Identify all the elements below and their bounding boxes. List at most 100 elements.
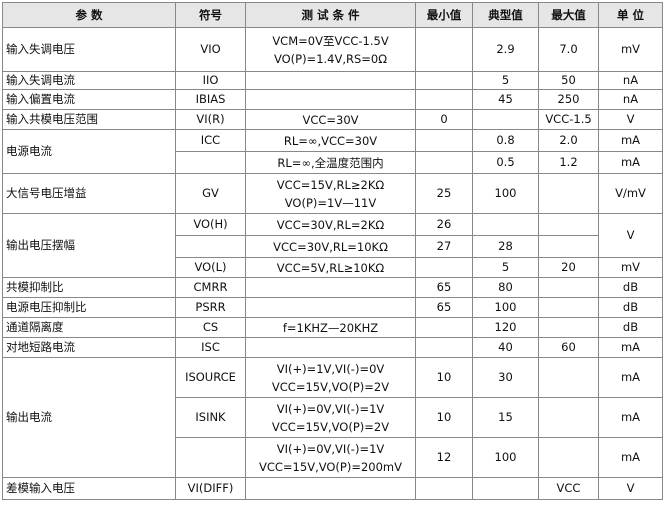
typ-cell — [472, 213, 539, 236]
max-cell — [538, 357, 599, 398]
symbol-cell: ICC — [175, 129, 246, 152]
min-cell — [415, 257, 473, 278]
symbol-cell: ISC — [175, 337, 246, 358]
symbol-cell: VI(DIFF) — [175, 477, 246, 500]
min-cell: 0 — [415, 109, 473, 130]
header-cell: 符号 — [175, 2, 246, 28]
max-cell: 250 — [538, 89, 599, 110]
condition-line: VCC=15V,RL≥2KΩ — [276, 177, 385, 192]
table-row: 输入失调电压 VIO VCM=0V至VCC-1.5V VO(P)=1.4V,RS=0Ω… — [2, 27, 663, 72]
param-cell: 电源电流 — [2, 129, 176, 174]
condition-line: VCC=15V,VO(P)=2V — [271, 379, 390, 394]
unit-cell: dB — [598, 277, 663, 298]
table-row: RL=∞,全温度范围内 0.5 1.2 mA — [3, 151, 663, 174]
typ-cell: 40 — [472, 337, 539, 358]
min-cell — [415, 317, 473, 338]
unit-cell: nA — [598, 71, 663, 90]
typ-cell: 100 — [472, 437, 539, 478]
unit-cell: mA — [598, 357, 663, 398]
table-row: 共模抑制比 CMRR 65 80 dB — [2, 277, 663, 298]
typ-cell: 5 — [472, 257, 539, 278]
table-row: 输出电压摆幅 VO(H) VCC=30V,RL=2KΩ 26 V — [2, 213, 663, 278]
table-row: VO(L) VCC=5V,RL≥10KΩ 5 20 mV — [3, 257, 663, 278]
param-cell: 差模输入电压 — [2, 477, 176, 500]
symbol-cell: IBIAS — [175, 89, 246, 110]
table-row: 电源电压抑制比 PSRR 65 100 dB — [2, 297, 663, 318]
typ-cell: 28 — [472, 235, 539, 258]
min-cell: 10 — [415, 397, 473, 438]
param-cell: 大信号电压增益 — [2, 173, 176, 214]
max-cell: VCC-1.5 — [538, 109, 599, 130]
unit-cell: mV — [598, 27, 663, 72]
max-cell — [538, 235, 599, 258]
symbol-cell: CMRR — [175, 277, 246, 298]
condition-line: VO(P)=1.4V,RS=0Ω — [273, 51, 388, 66]
condition-line: VI(+)=0V,VI(-)=1V — [276, 441, 385, 456]
unit-cell: dB — [598, 297, 663, 318]
table-row: 大信号电压增益 GV VCC=15V,RL≥2KΩ VO(P)=1V—11V 25 100… — [2, 173, 663, 214]
table-row: 输入共模电压范围 VI(R) VCC=30V 0 VCC-1.5 V — [2, 109, 663, 130]
max-cell: VCC — [538, 477, 599, 500]
conditions-cell: VCC=5V,RL≥10KΩ — [245, 257, 416, 278]
conditions-cell — [245, 337, 416, 358]
table-row: 对地短路电流 ISC 40 60 mA — [2, 337, 663, 358]
symbol-cell — [175, 437, 246, 478]
param-cell: 输入失调电压 — [2, 27, 176, 72]
typ-cell — [472, 477, 539, 500]
condition-line: VCM=0V至VCC-1.5V — [272, 33, 389, 48]
typ-cell: 30 — [472, 357, 539, 398]
header-cell: 典型值 — [472, 2, 539, 28]
conditions-cell: VCC=30V,RL=10KΩ — [245, 235, 416, 258]
conditions-cell — [245, 71, 416, 90]
conditions-cell: VI(+)=1V,VI(-)=0V VCC=15V,VO(P)=2V — [245, 357, 416, 398]
header-row: 参 数符号测 试 条 件最小值 典型值 最大值单 位 — [2, 2, 663, 28]
conditions-cell: VCM=0V至VCC-1.5V VO(P)=1.4V,RS=0Ω — [245, 27, 416, 72]
min-cell — [415, 337, 473, 358]
table-body: 输入失调电压 VIO VCM=0V至VCC-1.5V VO(P)=1.4V,RS=0Ω… — [2, 27, 663, 500]
conditions-cell: RL=∞,全温度范围内 — [245, 151, 416, 174]
condition-line: VI(+)=0V,VI(-)=1V — [276, 401, 385, 416]
symbol-cell: ISOURCE — [175, 357, 246, 398]
symbol-cell: IIO — [175, 71, 246, 90]
conditions-cell — [245, 89, 416, 110]
condition-line: VCC=30V,RL=10KΩ — [273, 239, 388, 254]
typ-cell: 2.9 — [472, 27, 539, 72]
condition-line: VO(P)=1V—11V — [284, 195, 377, 210]
max-cell — [538, 173, 599, 214]
min-cell: 26 — [415, 213, 473, 236]
typ-cell: 45 — [472, 89, 539, 110]
conditions-cell — [245, 477, 416, 500]
max-cell: 7.0 — [538, 27, 599, 72]
symbol-cell: VO(H) — [175, 213, 246, 236]
page: 参 数符号测 试 条 件最小值 典型值 最大值单 位 输入失调电压 VIO VCM=0V… — [0, 2, 665, 500]
max-cell — [538, 213, 599, 236]
typ-cell: 5 — [472, 71, 539, 90]
conditions-cell — [245, 277, 416, 298]
conditions-cell: VI(+)=0V,VI(-)=1V VCC=15V,VO(P)=2V — [245, 397, 416, 438]
min-cell: 27 — [415, 235, 473, 258]
conditions-cell: VI(+)=0V,VI(-)=1V VCC=15V,VO(P)=200mV — [245, 437, 416, 478]
unit-cell: mA — [598, 151, 663, 174]
unit-cell: mA — [598, 437, 663, 478]
conditions-cell — [245, 297, 416, 318]
symbol-cell: VI(R) — [175, 109, 246, 130]
param-cell: 共模抑制比 — [2, 277, 176, 298]
max-cell — [538, 277, 599, 298]
max-cell: 1.2 — [538, 151, 599, 174]
min-cell: 12 — [415, 437, 473, 478]
unit-cell: V — [598, 477, 663, 500]
param-cell: 对地短路电流 — [2, 337, 176, 358]
min-cell: 10 — [415, 357, 473, 398]
typ-cell: 0.5 — [472, 151, 539, 174]
conditions-cell: f=1KHZ—20KHZ — [245, 317, 416, 338]
typ-cell: 120 — [472, 317, 539, 338]
condition-line: VCC=15V,VO(P)=2V — [271, 419, 390, 434]
typ-cell: 0.8 — [472, 129, 539, 152]
param-cell: 输入失调电流 — [2, 71, 176, 90]
param-cell: 输入偏置电流 — [2, 89, 176, 110]
typ-cell: 15 — [472, 397, 539, 438]
param-cell: 通道隔离度 — [2, 317, 176, 338]
symbol-cell — [175, 235, 246, 258]
unit-cell: V — [598, 213, 663, 258]
max-cell: 20 — [538, 257, 599, 278]
